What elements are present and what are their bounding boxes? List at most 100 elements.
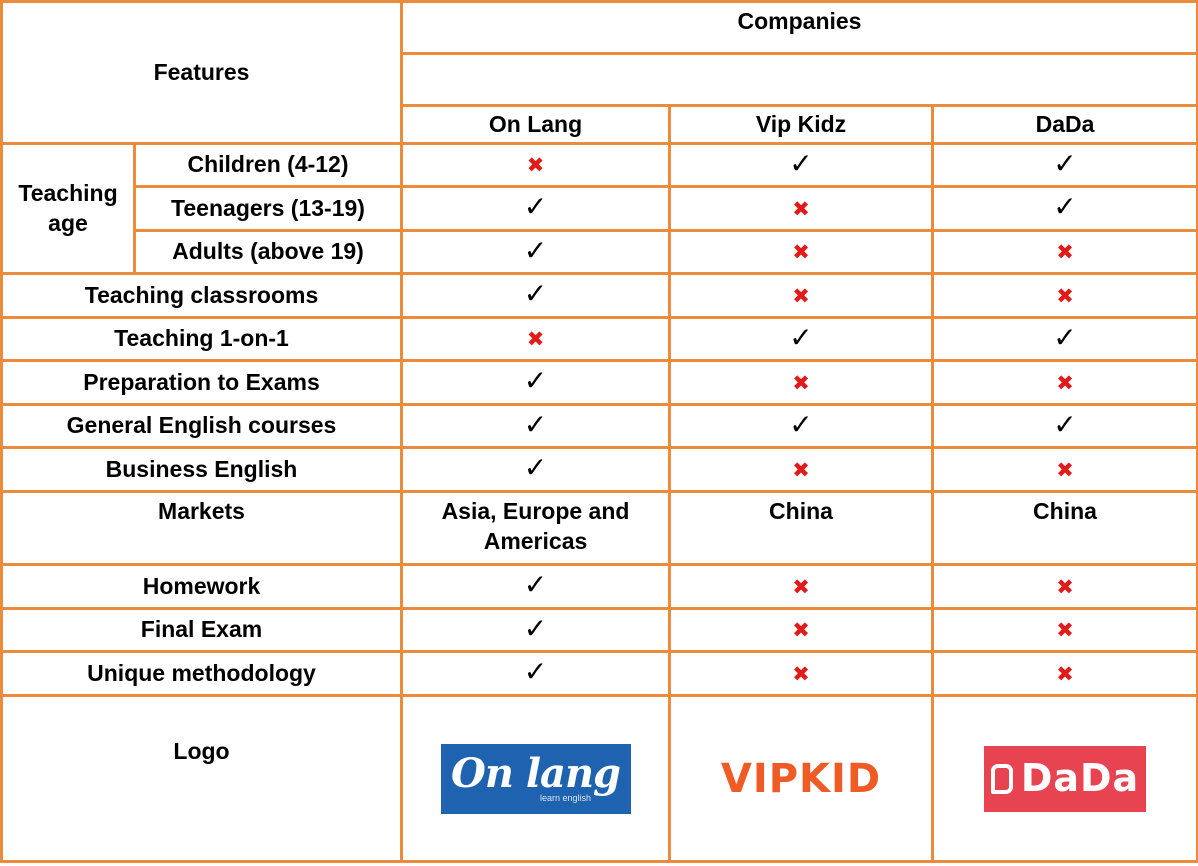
table-row: Teenagers (13-19) ✓ ✖ ✓	[2, 185, 1198, 232]
cross-icon: ✖	[792, 241, 810, 265]
check-icon: ✓	[523, 191, 548, 223]
mark-cell: ✖	[668, 563, 934, 610]
table-row: Unique methodology ✓ ✖ ✖	[0, 650, 1198, 697]
company-vipkidz: Vip Kidz	[668, 104, 934, 145]
cross-icon: ✖	[1056, 662, 1074, 686]
table-row: Homework ✓ ✖ ✖	[0, 563, 1198, 610]
markets-value: China	[931, 490, 1198, 566]
mark-cell: ✓	[931, 403, 1198, 449]
mark-cell: ✓	[400, 185, 671, 232]
check-icon: ✓	[523, 612, 548, 644]
cross-icon: ✖	[1056, 619, 1074, 643]
cross-icon: ✖	[792, 458, 810, 482]
row-label: Teaching classrooms	[0, 272, 403, 319]
mark-cell: ✓	[400, 607, 671, 653]
cross-icon: ✖	[792, 662, 810, 686]
vipkid-logo: VIPKID	[720, 755, 882, 802]
mark-cell: ✖	[400, 142, 671, 188]
row-label: Teenagers (13-19)	[133, 185, 403, 232]
mark-cell: ✓	[400, 272, 671, 319]
check-icon: ✓	[523, 365, 548, 397]
cross-icon: ✖	[792, 197, 810, 221]
dada-bubble-icon	[990, 763, 1013, 794]
row-label: Preparation to Exams	[0, 359, 403, 406]
row-label: Children (4-12)	[133, 142, 403, 188]
company-onlang: On Lang	[400, 104, 671, 145]
mark-cell: ✖	[931, 607, 1198, 653]
row-label: Adults (above 19)	[133, 229, 403, 275]
mark-cell: ✖	[668, 272, 934, 319]
features-header: Features	[0, 0, 403, 145]
cross-icon: ✖	[1056, 241, 1074, 265]
table-row: Adults (above 19) ✓ ✖ ✖	[2, 229, 1198, 275]
mark-cell: ✓	[931, 185, 1198, 232]
logo-row: Logo On lang learn english VIPKID	[0, 694, 1198, 863]
table-row: Teaching classrooms ✓ ✖ ✖	[0, 272, 1198, 319]
cross-icon: ✖	[1056, 575, 1074, 599]
check-icon: ✓	[789, 408, 813, 440]
markets-value: China	[668, 490, 934, 566]
table-row: Business English ✓ ✖ ✖	[0, 446, 1198, 493]
mark-cell: ✖	[668, 185, 934, 232]
cross-icon: ✖	[792, 371, 810, 395]
mark-cell: ✖	[668, 607, 934, 653]
row-label: Final Exam	[0, 607, 403, 653]
row-label: Teaching 1-on-1	[0, 316, 403, 362]
dada-logo-text: DaDa	[1020, 755, 1140, 800]
check-icon: ✓	[523, 278, 548, 310]
mark-cell: ✓	[400, 403, 671, 449]
cross-icon: ✖	[1056, 284, 1074, 308]
row-label: Homework	[0, 563, 403, 610]
mark-cell: ✖	[931, 229, 1198, 275]
row-label: Business English	[0, 446, 403, 493]
cross-icon: ✖	[526, 154, 545, 178]
onlang-logo: On lang learn english	[440, 743, 631, 814]
mark-cell: ✓	[400, 446, 671, 493]
cross-icon: ✖	[1056, 458, 1074, 482]
table-row: Preparation to Exams ✓ ✖ ✖	[0, 359, 1198, 406]
markets-value: Asia, Europe and Americas	[400, 490, 671, 566]
check-icon: ✓	[1053, 408, 1077, 440]
mark-cell: ✖	[668, 229, 934, 275]
table-row: Teaching age Children (4-12) ✖ ✓ ✓	[0, 142, 1198, 275]
check-icon: ✓	[789, 147, 813, 179]
companies-header: Companies	[400, 0, 1198, 55]
cross-icon: ✖	[1056, 371, 1074, 395]
cross-icon: ✖	[792, 575, 810, 599]
check-icon: ✓	[523, 569, 548, 601]
cross-icon: ✖	[792, 284, 810, 308]
mark-cell: ✓	[400, 563, 671, 610]
table-row: Teaching 1-on-1 ✖ ✓ ✓	[0, 316, 1198, 362]
mark-cell: ✖	[931, 650, 1198, 697]
mark-cell: ✖	[931, 446, 1198, 493]
dada-logo-cell: DaDa	[931, 694, 1198, 863]
vipkid-logo-cell: VIPKID	[668, 694, 934, 863]
check-icon: ✓	[523, 656, 548, 688]
onlang-logo-tagline: learn english	[539, 793, 592, 803]
table-row: Final Exam ✓ ✖ ✖	[0, 607, 1198, 653]
cross-icon: ✖	[526, 328, 545, 352]
check-icon: ✓	[789, 321, 813, 353]
mark-cell: ✖	[400, 316, 671, 362]
markets-label: Markets	[0, 490, 403, 566]
company-dada: DaDa	[931, 104, 1198, 145]
check-icon: ✓	[523, 452, 548, 484]
check-icon: ✓	[1053, 147, 1077, 179]
mark-cell: ✖	[931, 272, 1198, 319]
mark-cell: ✖	[668, 650, 934, 697]
cross-icon: ✖	[792, 619, 810, 643]
check-icon: ✓	[523, 234, 548, 266]
mark-cell: ✓	[931, 316, 1198, 362]
logo-label: Logo	[0, 694, 403, 863]
mark-cell: ✖	[931, 359, 1198, 406]
onlang-logo-cell: On lang learn english	[400, 694, 671, 863]
mark-cell: ✖	[668, 359, 934, 406]
mark-cell: ✓	[400, 650, 671, 697]
mark-cell: ✓	[668, 142, 934, 188]
mark-cell: ✖	[668, 446, 934, 493]
check-icon: ✓	[1053, 321, 1077, 353]
dada-logo: DaDa	[984, 745, 1146, 812]
row-label: Unique methodology	[0, 650, 403, 697]
mark-cell: ✓	[400, 359, 671, 406]
